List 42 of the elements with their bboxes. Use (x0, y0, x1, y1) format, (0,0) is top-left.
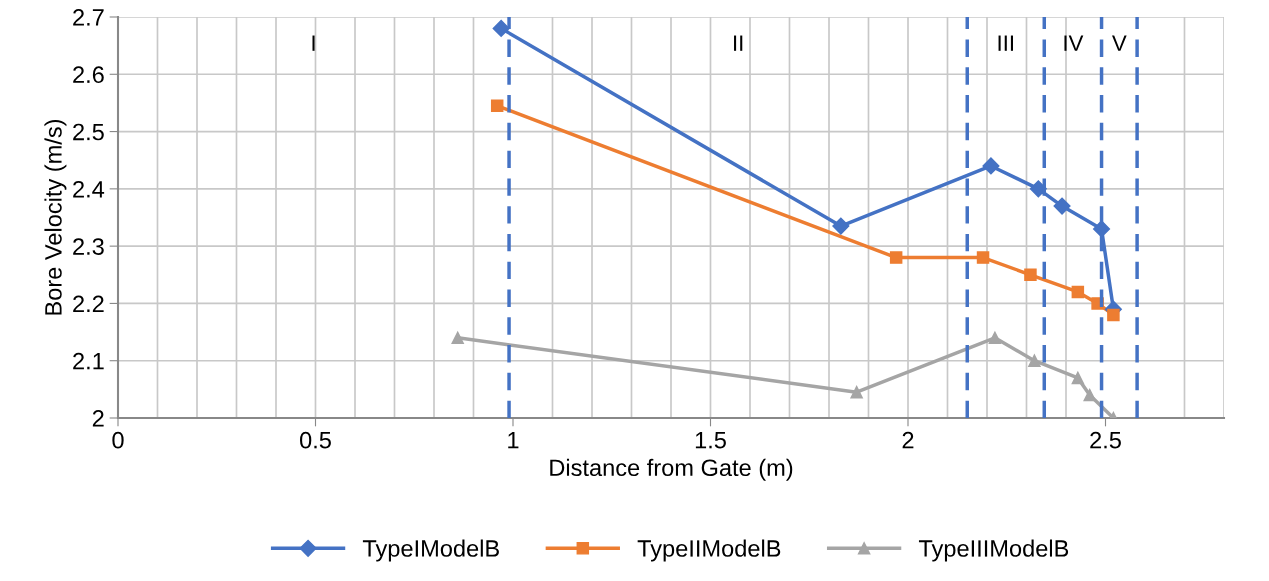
x-tick-label: 1 (508, 432, 519, 449)
legend-label: TypeIIModelB (637, 539, 781, 562)
point (451, 331, 464, 345)
annotation: II (734, 35, 743, 51)
y-tick-label: 2.6 (73, 66, 104, 84)
point (1028, 354, 1041, 367)
x-tick-label: 0 (112, 431, 124, 449)
point (1029, 180, 1047, 198)
annotation: I (312, 35, 315, 51)
legend-label: TypeIModelB (362, 539, 499, 562)
x-tick-label: 2 (902, 431, 914, 449)
x-axis-title: Distance from Gate (m) (550, 458, 793, 481)
y-tick-label: 2.3 (73, 238, 104, 255)
x-tick-label: 2.5 (1090, 431, 1121, 449)
point (1053, 197, 1071, 215)
point (1071, 371, 1085, 385)
x-tick-label: 1.5 (695, 432, 726, 449)
y-tick-label: 2.4 (73, 180, 105, 198)
point (1107, 308, 1120, 322)
annotation: IV (1064, 35, 1084, 51)
point (850, 385, 863, 399)
point (889, 251, 903, 264)
y-tick-label: 2.2 (73, 295, 104, 312)
point (492, 19, 510, 38)
point (1092, 220, 1111, 238)
y-tick-label: 2.7 (73, 9, 104, 26)
point (982, 157, 1000, 175)
y-tick-label: 2.5 (73, 123, 104, 141)
point (988, 331, 1002, 345)
legend-label: TypeIIIModelB (918, 539, 1069, 562)
x-tick-label: 0.5 (300, 431, 331, 449)
point (1071, 285, 1085, 299)
point (976, 251, 990, 264)
point (490, 99, 504, 113)
point (1083, 388, 1096, 402)
y-axis-title: Bore Velocity (m/s) (44, 119, 67, 315)
annotation: III (998, 35, 1013, 51)
point (1024, 268, 1037, 282)
y-tick-label: 2 (92, 410, 104, 427)
point (832, 217, 850, 235)
y-tick-label: 2.1 (73, 352, 104, 370)
annotation: V (1112, 35, 1127, 51)
